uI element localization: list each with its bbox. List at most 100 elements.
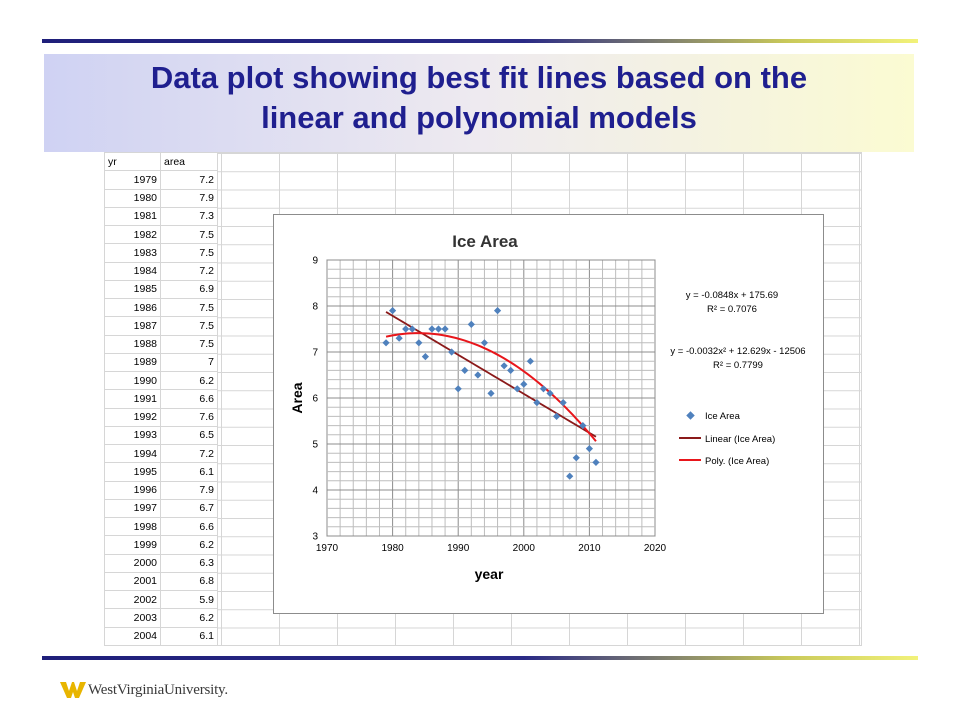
cell-area[interactable]: 7.2 xyxy=(160,261,218,281)
data-point[interactable] xyxy=(487,389,495,397)
cell-year[interactable]: 1999 xyxy=(104,535,161,555)
cell-year[interactable]: 1981 xyxy=(104,206,161,227)
cell-year[interactable]: 2001 xyxy=(104,571,161,592)
cell-area[interactable]: 6.7 xyxy=(160,498,218,519)
table-row: 1995 6.1 xyxy=(104,462,218,482)
data-point[interactable] xyxy=(402,325,410,333)
cell-year[interactable]: 1988 xyxy=(104,334,161,354)
legend-item-ice-area[interactable]: Ice Area xyxy=(686,411,741,422)
slide-title: Data plot showing best fit lines based o… xyxy=(44,58,914,138)
data-point[interactable] xyxy=(474,371,482,379)
table-row: 1982 7.5 xyxy=(104,224,218,245)
cell-year[interactable]: 1994 xyxy=(104,443,161,464)
logo-wordmark: WestVirginiaUniversity. xyxy=(88,682,228,698)
cell-year[interactable]: 1983 xyxy=(104,243,161,263)
data-point[interactable] xyxy=(448,348,456,356)
legend-item-linear[interactable]: Linear (Ice Area) xyxy=(679,434,775,445)
table-row: 1980 7.9 xyxy=(104,188,218,208)
data-point[interactable] xyxy=(513,385,521,393)
cell-year[interactable]: 1990 xyxy=(104,370,161,391)
data-point[interactable] xyxy=(539,385,548,393)
cell-area[interactable]: 6.1 xyxy=(160,626,218,646)
cell-year[interactable]: 1984 xyxy=(104,261,161,281)
cell-area[interactable]: 5.9 xyxy=(160,589,218,610)
cell-year[interactable]: 1992 xyxy=(104,407,161,427)
cell-year[interactable]: 1979 xyxy=(104,170,161,190)
cell-area[interactable]: 7.9 xyxy=(160,480,218,500)
cell-area[interactable]: 6.6 xyxy=(160,516,218,537)
cell-year[interactable]: 1995 xyxy=(104,462,161,482)
cell-area[interactable]: 6.2 xyxy=(160,370,218,391)
data-point[interactable] xyxy=(566,472,574,480)
cell-year[interactable]: 1982 xyxy=(104,224,161,245)
legend-item-poly[interactable]: Poly. (Ice Area) xyxy=(679,456,769,467)
data-point[interactable] xyxy=(454,385,462,393)
x-axis-ticks: 1970 1980 1990 2000 2010 2020 xyxy=(316,543,667,554)
linear-r2-text: R² = 0.7076 xyxy=(707,304,757,315)
cell-year[interactable]: 2003 xyxy=(104,608,161,628)
cell-area[interactable]: 6.2 xyxy=(160,535,218,555)
chart-legend[interactable]: Ice Area Linear (Ice Area) Poly. (Ice Ar… xyxy=(679,411,775,467)
data-point[interactable] xyxy=(480,339,489,347)
data-point[interactable] xyxy=(533,399,541,407)
cell-year[interactable]: 1989 xyxy=(104,352,161,373)
cell-year[interactable]: 1996 xyxy=(104,480,161,500)
data-point[interactable] xyxy=(408,325,416,333)
plot-grid xyxy=(326,259,656,537)
cell-year[interactable]: 1985 xyxy=(104,279,161,300)
data-table: yr area 1979 7.2 1980 7.9 1981 7.3 1982 7.5 1983… xyxy=(104,151,218,646)
cell-area[interactable]: 7.5 xyxy=(160,297,218,318)
cell-year[interactable]: 1980 xyxy=(104,188,161,208)
cell-year[interactable]: 1986 xyxy=(104,297,161,318)
cell-area[interactable]: 7.5 xyxy=(160,224,218,245)
data-point[interactable] xyxy=(553,412,561,420)
data-point[interactable] xyxy=(434,325,443,333)
legend-label-linear: Linear (Ice Area) xyxy=(705,434,775,445)
table-row: 2004 6.1 xyxy=(104,626,218,646)
data-point[interactable] xyxy=(428,325,436,333)
cell-area[interactable]: 7.5 xyxy=(160,334,218,354)
cell-area[interactable]: 6.6 xyxy=(160,389,218,409)
cell-area[interactable]: 6.3 xyxy=(160,553,218,573)
cell-area[interactable]: 6.2 xyxy=(160,608,218,628)
cell-area[interactable]: 7.2 xyxy=(160,443,218,464)
cell-year[interactable]: 1997 xyxy=(104,498,161,519)
data-point[interactable] xyxy=(441,325,449,333)
cell-area[interactable]: 7.5 xyxy=(160,243,218,263)
table-row: 2002 5.9 xyxy=(104,589,218,610)
data-point[interactable] xyxy=(526,357,534,365)
linear-equation-text: y = -0.0848x + 175.69 xyxy=(686,290,778,301)
data-point[interactable] xyxy=(592,458,600,466)
column-header-area[interactable]: area xyxy=(160,151,218,172)
cell-area[interactable]: 7.2 xyxy=(160,170,218,190)
cell-year[interactable]: 1991 xyxy=(104,389,161,409)
cell-area[interactable]: 6.9 xyxy=(160,279,218,300)
data-point[interactable] xyxy=(579,422,587,430)
data-point[interactable] xyxy=(585,445,593,453)
data-point[interactable] xyxy=(500,362,508,370)
column-header-yr[interactable]: yr xyxy=(104,151,161,172)
x-tick-label: 2000 xyxy=(513,543,536,554)
cell-year[interactable]: 2002 xyxy=(104,589,161,610)
cell-area[interactable]: 7.3 xyxy=(160,206,218,227)
university-logo[interactable]: WestVirginiaUniversity. xyxy=(60,678,260,708)
x-tick-label: 1990 xyxy=(447,543,470,554)
cell-area[interactable]: 7.6 xyxy=(160,407,218,427)
cell-area[interactable]: 6.1 xyxy=(160,462,218,482)
cell-year[interactable]: 2000 xyxy=(104,553,161,573)
cell-area[interactable]: 7.5 xyxy=(160,316,218,336)
cell-area[interactable]: 7 xyxy=(160,352,218,373)
cell-year[interactable]: 1987 xyxy=(104,316,161,336)
cell-area[interactable]: 7.9 xyxy=(160,188,218,208)
cell-area[interactable]: 6.5 xyxy=(160,425,218,446)
data-point[interactable] xyxy=(559,399,567,407)
cell-area[interactable]: 6.8 xyxy=(160,571,218,592)
cell-year[interactable]: 1993 xyxy=(104,425,161,446)
data-point[interactable] xyxy=(546,389,554,397)
y-axis-ticks: 3 4 5 6 7 8 9 xyxy=(312,256,318,543)
cell-year[interactable]: 1998 xyxy=(104,516,161,537)
data-point[interactable] xyxy=(572,454,580,462)
cell-year[interactable]: 2004 xyxy=(104,626,161,646)
y-axis-label: Area xyxy=(289,382,305,413)
ice-area-chart[interactable]: Ice Area 3 4 5 6 7 8 9 1970 1980 1990 2000 2010 202… xyxy=(273,214,824,614)
